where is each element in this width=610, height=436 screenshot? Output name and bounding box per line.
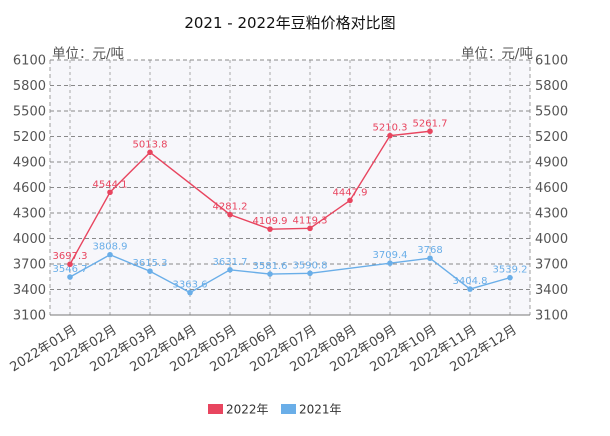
data-label: 4544.1: [93, 179, 128, 190]
legend-swatch: [208, 404, 223, 414]
data-point: [107, 251, 113, 258]
data-point: [307, 225, 313, 232]
y-tick-left: 4300: [13, 207, 46, 222]
data-label: 3631.7: [213, 257, 248, 268]
data-label: 3768: [417, 245, 442, 256]
data-label: 3590.8: [293, 260, 328, 271]
data-label: 3808.9: [93, 242, 128, 253]
data-label: 5261.7: [413, 118, 448, 129]
data-label: 5013.8: [133, 139, 168, 150]
data-point: [307, 270, 313, 277]
data-point: [67, 261, 73, 268]
data-label: 4447.9: [333, 187, 368, 198]
data-label: 5210.3: [373, 123, 408, 134]
data-label: 3709.4: [373, 250, 408, 261]
legend-label: 2022年: [226, 403, 269, 417]
data-label: 3546.7: [53, 264, 88, 275]
y-tick-left: 5500: [13, 105, 46, 120]
y-tick-right: 4300: [535, 207, 568, 222]
grid-lines: [49, 59, 531, 316]
data-label: 3404.8: [453, 276, 488, 287]
y-tick-left: 3100: [13, 309, 46, 324]
data-label: 4109.9: [253, 216, 288, 227]
data-point: [387, 132, 393, 139]
y-tick-left: 4900: [13, 156, 46, 171]
data-point: [387, 260, 393, 267]
chart-title: 2021 - 2022年豆粕价格对比图: [184, 14, 395, 32]
data-point: [467, 286, 473, 292]
data-point: [267, 271, 273, 277]
data-point: [227, 211, 233, 218]
legend-label: 2021年: [299, 403, 342, 417]
data-label: 4281.2: [213, 202, 248, 213]
y-tick-right: 4900: [535, 156, 568, 171]
data-point: [147, 268, 153, 274]
data-point: [427, 128, 433, 135]
data-point: [187, 289, 193, 296]
data-point: [227, 267, 233, 273]
y-tick-right: 3700: [535, 258, 568, 273]
y-tick-left: 3400: [13, 283, 46, 298]
y-tick-left: 3700: [13, 258, 46, 273]
y-tick-right: 5200: [535, 130, 568, 145]
data-label: 3581.6: [253, 261, 288, 272]
data-point: [267, 226, 273, 232]
legend-swatch: [281, 404, 296, 414]
y-tick-left: 5800: [13, 79, 46, 94]
data-label: 3697.3: [53, 251, 88, 262]
left-y-axis: 3100 3400 3700 4000 4300 4600 4900 5200 5500 5800…: [13, 54, 46, 324]
legend: 2022年 2021年: [208, 403, 342, 417]
y-tick-left: 5200: [13, 130, 46, 145]
data-point: [107, 189, 113, 196]
data-label: 4119.3: [293, 215, 328, 226]
right-y-axis: 3100 3400 3700 4000 4300 4600 4900 5200 5500 5800…: [535, 54, 568, 324]
y-tick-right: 4600: [535, 181, 568, 196]
y-tick-right: 4000: [535, 232, 568, 247]
y-tick-left: 4000: [13, 232, 46, 247]
data-point: [67, 274, 73, 280]
y-tick-left: 6100: [13, 54, 46, 69]
data-point: [427, 255, 433, 262]
series-layer: 3546.7 3808.9 3615.3 3363.6 3631.7 3581.6 3590…: [53, 118, 528, 296]
y-tick-right: 3400: [535, 283, 568, 298]
right-unit-label: 单位：元/吨: [461, 46, 533, 62]
data-point: [347, 197, 353, 204]
data-point: [147, 149, 153, 156]
data-point: [507, 274, 513, 281]
data-label: 3539.2: [493, 265, 528, 276]
y-tick-left: 4600: [13, 181, 46, 196]
y-tick-right: 5800: [535, 79, 568, 94]
y-tick-right: 6100: [535, 54, 568, 69]
y-tick-right: 5500: [535, 105, 568, 120]
y-tick-right: 3100: [535, 309, 568, 324]
x-axis: 2022年01月2022年02月2022年03月2022年04月2022年05月…: [8, 322, 520, 375]
data-label: 3615.3: [133, 258, 168, 269]
data-label: 3363.6: [173, 280, 208, 291]
left-unit-label: 单位：元/吨: [52, 46, 124, 62]
